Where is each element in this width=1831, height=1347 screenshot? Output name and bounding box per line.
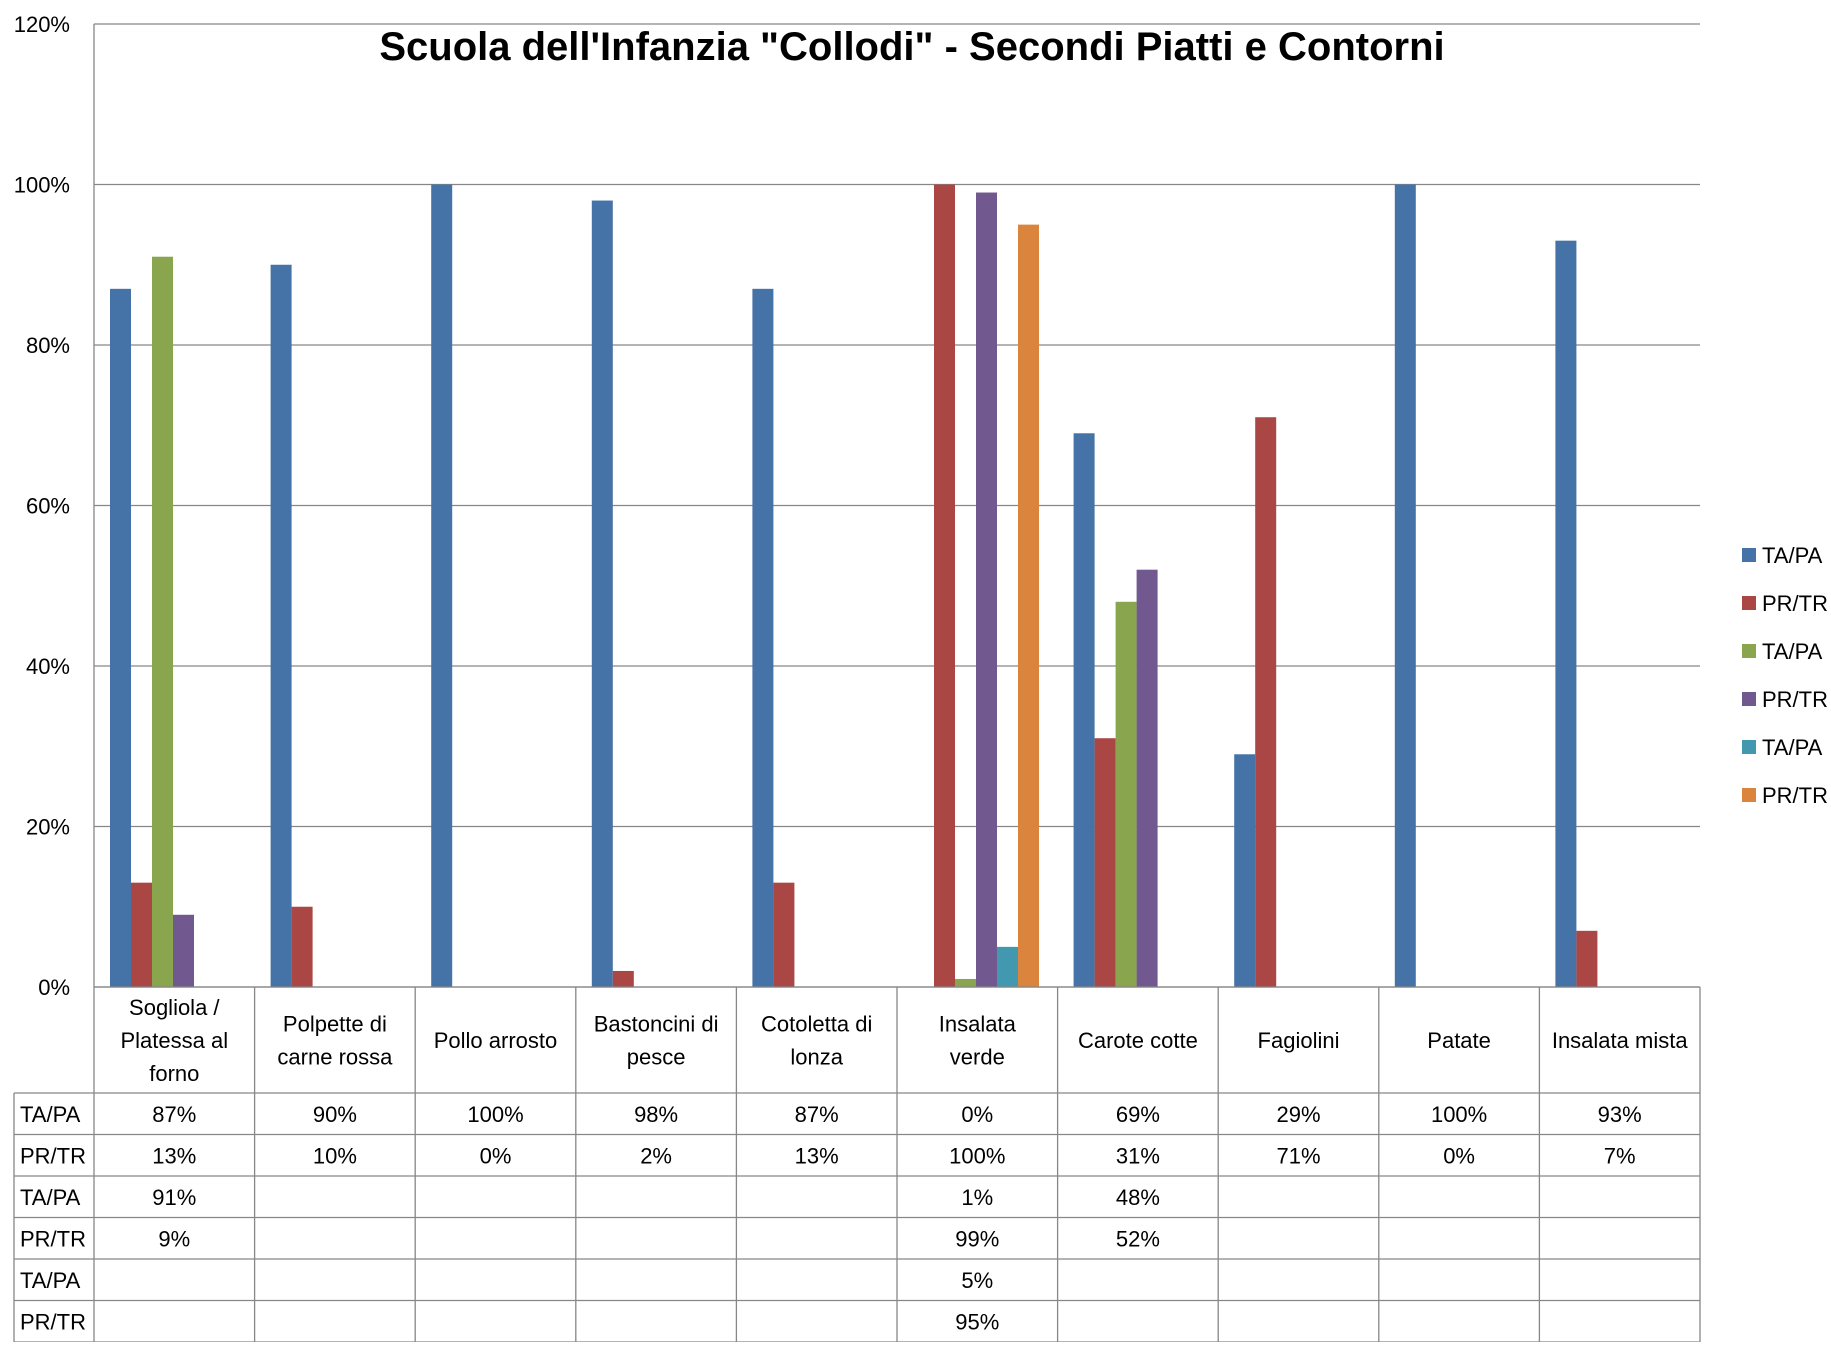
bar-0-0: [110, 288, 131, 987]
table-cell-value: 0%: [961, 1102, 993, 1127]
legend-swatch-2: [1742, 644, 1756, 658]
table-cell-value: 87%: [795, 1102, 839, 1127]
bar-7-1: [1255, 417, 1277, 988]
bar-4-1: [773, 882, 795, 987]
chart-title: Scuola dell'Infanzia "Collodi" - Secondi…: [379, 25, 1444, 69]
table-series-name: PR/TR: [20, 1226, 86, 1251]
table-cell-value: 48%: [1116, 1185, 1160, 1210]
legend-swatch-3: [1742, 692, 1756, 706]
table-cell-value: 98%: [634, 1102, 678, 1127]
category-label: pesce: [627, 1045, 686, 1070]
legend-swatch-5: [1742, 788, 1756, 802]
category-label: Cotoletta di: [761, 1012, 872, 1037]
table-cell-value: 87%: [152, 1102, 196, 1127]
table-cell-value: 10%: [313, 1143, 357, 1168]
table-cell-value: 71%: [1276, 1143, 1320, 1168]
category-label: Carote cotte: [1078, 1028, 1198, 1053]
legend-label: PR/TR: [1762, 783, 1828, 808]
bar-5-5: [1018, 224, 1039, 987]
bar-6-3: [1136, 569, 1158, 987]
table-cell-value: 93%: [1598, 1102, 1642, 1127]
category-label: Bastoncini di: [594, 1012, 719, 1037]
bar-6-1: [1094, 738, 1116, 987]
table-cell-value: 69%: [1116, 1102, 1160, 1127]
table-cell-value: 29%: [1276, 1102, 1320, 1127]
table-cell-value: 0%: [1443, 1143, 1475, 1168]
category-label: Pollo arrosto: [434, 1028, 558, 1053]
table-series-name: PR/TR: [20, 1309, 86, 1334]
category-label: forno: [149, 1061, 199, 1086]
category-label: Sogliola /: [129, 995, 220, 1020]
y-tick-label: 120%: [14, 12, 70, 37]
bar-9-1: [1576, 930, 1598, 987]
category-label: verde: [950, 1045, 1005, 1070]
bar-3-0: [591, 200, 613, 988]
legend-swatch-1: [1742, 596, 1756, 610]
y-tick-label: 80%: [26, 333, 70, 358]
bar-5-4: [997, 946, 1018, 987]
table-cell-value: 7%: [1604, 1143, 1636, 1168]
bar-5-2: [955, 978, 976, 987]
category-label: Polpette di: [283, 1012, 387, 1037]
y-tick-label: 60%: [26, 494, 70, 519]
category-label: Fagiolini: [1258, 1028, 1340, 1053]
bar-7-0: [1234, 754, 1256, 987]
bar-6-0: [1073, 433, 1095, 987]
bar-4-0: [752, 288, 774, 987]
table-cell-value: 100%: [467, 1102, 523, 1127]
bar-8-0: [1394, 184, 1416, 987]
bar-1-0: [270, 264, 292, 987]
legend-label: TA/PA: [1762, 735, 1823, 760]
bar-0-1: [131, 882, 152, 987]
bar-6-2: [1115, 601, 1137, 987]
table-cell-value: 2%: [640, 1143, 672, 1168]
table-cell-value: 13%: [795, 1143, 839, 1168]
table-cell-value: 31%: [1116, 1143, 1160, 1168]
table-cell-value: 5%: [961, 1268, 993, 1293]
table-cell-value: 1%: [961, 1185, 993, 1210]
bar-0-3: [173, 914, 194, 987]
category-label: Platessa al: [120, 1028, 228, 1053]
table-cell-value: 52%: [1116, 1226, 1160, 1251]
bar-5-1: [934, 184, 955, 987]
table-cell-value: 100%: [1431, 1102, 1487, 1127]
table-series-name: PR/TR: [20, 1143, 86, 1168]
table-series-name: TA/PA: [20, 1268, 81, 1293]
category-label: Insalata mista: [1552, 1028, 1688, 1053]
legend-label: PR/TR: [1762, 687, 1828, 712]
category-label: Patate: [1427, 1028, 1491, 1053]
y-tick-label: 40%: [26, 654, 70, 679]
legend-label: TA/PA: [1762, 639, 1823, 664]
category-label: Insalata: [939, 1012, 1017, 1037]
table-cell-value: 0%: [480, 1143, 512, 1168]
table-series-name: TA/PA: [20, 1102, 81, 1127]
y-tick-label: 100%: [14, 173, 70, 198]
bar-3-1: [612, 970, 634, 987]
table-cell-value: 91%: [152, 1185, 196, 1210]
bar-5-3: [976, 192, 997, 987]
bar-9-0: [1555, 240, 1577, 988]
table-cell-value: 95%: [955, 1309, 999, 1334]
legend-label: PR/TR: [1762, 591, 1828, 616]
legend-label: TA/PA: [1762, 543, 1823, 568]
table-cell-value: 99%: [955, 1226, 999, 1251]
y-tick-label: 20%: [26, 815, 70, 840]
bar-0-2: [152, 256, 173, 988]
table-cell-value: 100%: [949, 1143, 1005, 1168]
table-series-name: TA/PA: [20, 1185, 81, 1210]
table-cell-value: 9%: [158, 1226, 190, 1251]
bar-2-0: [431, 184, 453, 987]
legend-swatch-4: [1742, 740, 1756, 754]
category-label: carne rossa: [277, 1045, 393, 1070]
bar-1-1: [291, 906, 313, 987]
category-label: lonza: [790, 1045, 843, 1070]
legend-swatch-0: [1742, 548, 1756, 562]
table-cell-value: 90%: [313, 1102, 357, 1127]
y-tick-label: 0%: [38, 975, 70, 1000]
table-cell-value: 13%: [152, 1143, 196, 1168]
